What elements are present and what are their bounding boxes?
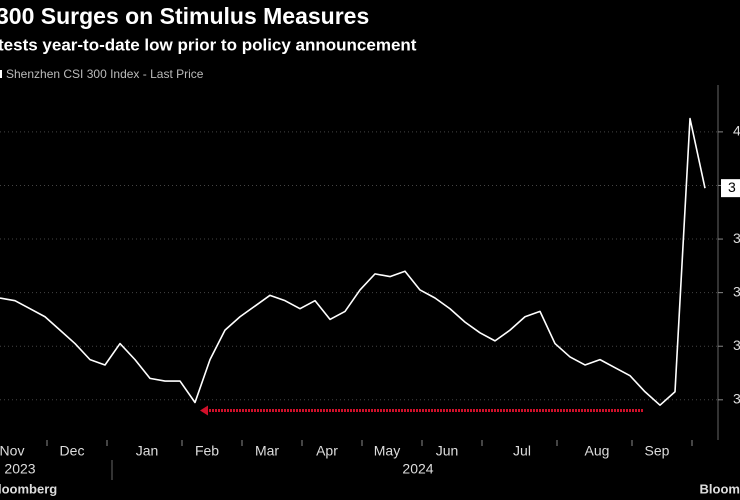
footer-right: Bloom	[700, 481, 740, 496]
end-label: 3	[728, 179, 736, 195]
x-tick-label: Dec	[60, 443, 85, 459]
x-tick-label: Jun	[436, 443, 459, 459]
y-tick-label: 3	[733, 391, 740, 407]
x-tick-label: Sep	[645, 443, 670, 459]
x-tick-label: Aug	[585, 443, 610, 459]
x-group-label: 2023	[4, 461, 35, 477]
y-tick-label: 3	[733, 230, 740, 246]
chart-subtitle: tests year-to-date low prior to policy a…	[0, 35, 417, 54]
price-line	[0, 117, 706, 406]
y-tick-label: 3	[733, 283, 740, 299]
x-tick-label: Jul	[513, 443, 531, 459]
x-group-label: 2024	[402, 461, 433, 477]
y-tick-label: 3	[733, 337, 740, 353]
x-tick-label: Nov	[0, 443, 24, 459]
x-tick-label: Jan	[136, 443, 159, 459]
x-tick-label: Feb	[195, 443, 219, 459]
legend-swatch	[0, 70, 2, 78]
x-tick-label: May	[374, 443, 400, 459]
footer-left: loomberg	[0, 481, 57, 496]
reference-arrowhead	[200, 405, 208, 416]
end-label-box	[721, 179, 740, 198]
y-tick-label: 4	[733, 123, 740, 139]
x-tick-label: Apr	[316, 443, 338, 459]
legend-label: Shenzhen CSI 300 Index - Last Price	[6, 67, 204, 81]
chart-title: 300 Surges on Stimulus Measures	[0, 3, 369, 29]
x-tick-label: Mar	[255, 443, 279, 459]
